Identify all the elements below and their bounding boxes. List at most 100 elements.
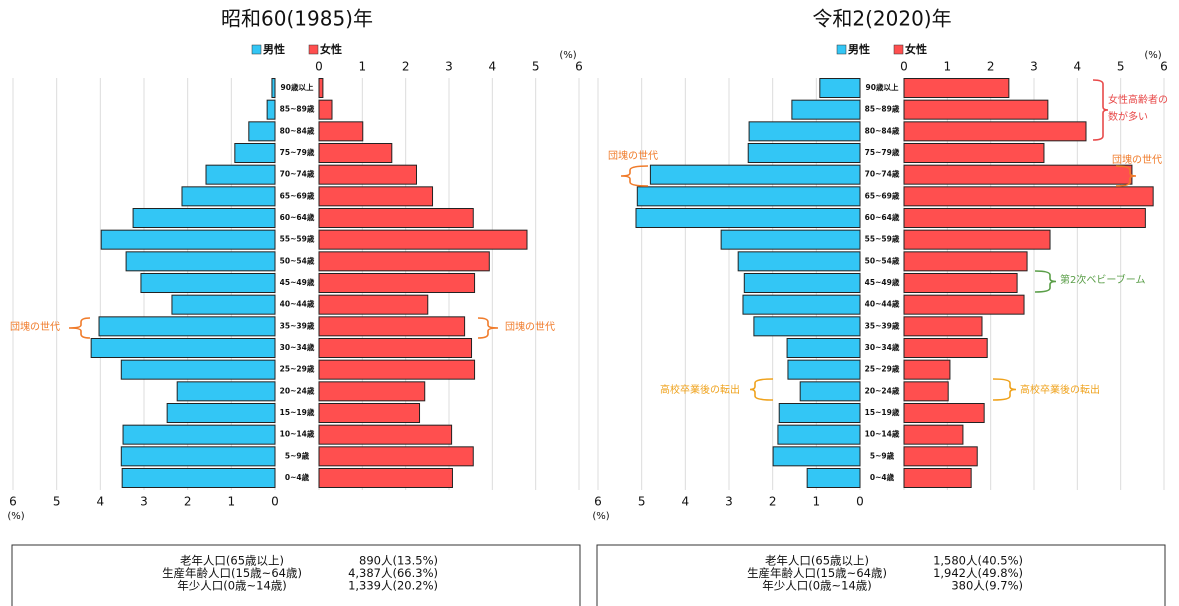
x-tick-label: 3 xyxy=(445,60,453,74)
annotation-bracket xyxy=(68,317,91,339)
female-bar xyxy=(318,446,474,467)
female-bar xyxy=(903,359,951,380)
female-bar xyxy=(318,121,364,142)
summary-box xyxy=(11,544,581,606)
male-bar xyxy=(748,121,861,142)
age-label: 80~84歳 xyxy=(280,125,315,135)
x-tick-label: 2 xyxy=(402,60,410,74)
female-bar xyxy=(903,446,978,467)
chart-title: 令和2(2020)年 xyxy=(812,7,951,31)
legend-label: 男性 xyxy=(848,42,870,56)
age-label: 5~9歳 xyxy=(870,450,895,460)
age-label: 5~9歳 xyxy=(285,450,310,460)
annotation: 女性高齢者の xyxy=(1108,93,1168,106)
age-label: 45~49歳 xyxy=(280,277,315,287)
age-label: 85~89歳 xyxy=(865,104,900,114)
age-label: 20~24歳 xyxy=(280,385,315,395)
male-bar xyxy=(266,99,276,120)
male-bar xyxy=(98,316,276,337)
x-tick-label: 5 xyxy=(1117,60,1125,74)
male-bar xyxy=(737,251,861,272)
summary-label: 生産年齢人口(15歳~64歳) xyxy=(162,566,302,580)
male-bar xyxy=(819,78,861,98)
male-bar xyxy=(271,78,276,98)
male-bar xyxy=(90,338,276,358)
chart-title: 昭和60(1985)年 xyxy=(221,7,373,31)
annotation-bracket xyxy=(620,165,649,187)
age-label: 70~74歳 xyxy=(280,169,315,179)
female-bar xyxy=(318,229,528,250)
female-bar xyxy=(318,164,417,185)
legend-swatch xyxy=(836,44,847,55)
male-bar xyxy=(248,121,276,142)
x-tick-label: 3 xyxy=(725,495,733,509)
male-bar xyxy=(772,446,861,467)
female-bar xyxy=(318,273,476,293)
annotation: 数が多い xyxy=(1108,110,1148,123)
legend-label: 男性 xyxy=(263,42,285,56)
female-bar xyxy=(318,316,466,337)
x-tick-label: 4 xyxy=(682,495,690,509)
age-label: 80~84歳 xyxy=(865,125,900,135)
annotation: 団塊の世代 xyxy=(505,320,555,333)
x-tick-label: 0 xyxy=(900,60,908,74)
male-bar xyxy=(125,251,276,272)
x-tick-label: 6 xyxy=(1160,60,1168,74)
age-label: 60~64歳 xyxy=(865,212,900,222)
male-bar xyxy=(742,294,861,315)
age-label: 30~34歳 xyxy=(280,342,315,352)
female-bar xyxy=(318,251,490,272)
annotation-bracket xyxy=(477,317,499,339)
female-bar xyxy=(903,338,988,358)
male-bar xyxy=(205,164,276,185)
female-bar xyxy=(903,208,1146,228)
male-bar xyxy=(121,468,276,488)
age-label: 10~14歳 xyxy=(865,429,900,439)
age-label: 20~24歳 xyxy=(865,385,900,395)
age-label: 75~79歳 xyxy=(865,147,900,157)
axis-unit: (%) xyxy=(559,50,576,61)
x-tick-label: 1 xyxy=(813,495,821,509)
x-tick-label: 2 xyxy=(184,495,192,509)
annotation-bracket xyxy=(1034,270,1057,293)
annotation: 団塊の世代 xyxy=(10,320,60,333)
female-bar xyxy=(903,229,1051,250)
male-bar xyxy=(786,338,861,358)
x-tick-label: 0 xyxy=(271,495,279,509)
female-bar xyxy=(318,99,333,120)
male-bar xyxy=(171,294,276,315)
male-bar xyxy=(636,186,861,207)
x-tick-label: 3 xyxy=(140,495,148,509)
summary-label: 老年人口(65歳以上) xyxy=(765,554,869,568)
age-label: 60~64歳 xyxy=(280,212,315,222)
male-bar xyxy=(176,381,276,402)
annotation-bracket xyxy=(992,378,1017,401)
age-label: 0~4歳 xyxy=(870,472,895,482)
legend-swatch xyxy=(308,44,319,55)
x-tick-label: 0 xyxy=(856,495,864,509)
age-label: 90歳以上 xyxy=(281,82,314,92)
x-tick-label: 0 xyxy=(315,60,323,74)
legend-label: 女性 xyxy=(320,42,342,56)
age-label: 40~44歳 xyxy=(865,299,900,309)
age-label: 50~54歳 xyxy=(865,255,900,265)
male-bar xyxy=(140,273,276,293)
summary-value: 1,580人(40.5%) xyxy=(933,554,1023,568)
male-bar xyxy=(635,208,861,228)
age-label: 85~89歳 xyxy=(280,104,315,114)
female-bar xyxy=(903,468,972,488)
x-tick-label: 4 xyxy=(97,495,105,509)
annotation: 第2次ベビーブーム xyxy=(1060,273,1145,286)
legend-swatch xyxy=(251,44,262,55)
female-bar xyxy=(903,424,964,445)
female-bar xyxy=(318,78,324,98)
age-label: 55~59歳 xyxy=(865,234,900,244)
female-bar xyxy=(903,78,1010,98)
summary-label: 老年人口(65歳以上) xyxy=(180,554,284,568)
age-label: 35~39歳 xyxy=(280,320,315,330)
female-bar xyxy=(903,273,1018,293)
age-label: 55~59歳 xyxy=(280,234,315,244)
male-bar xyxy=(122,424,276,445)
male-bar xyxy=(720,229,861,250)
